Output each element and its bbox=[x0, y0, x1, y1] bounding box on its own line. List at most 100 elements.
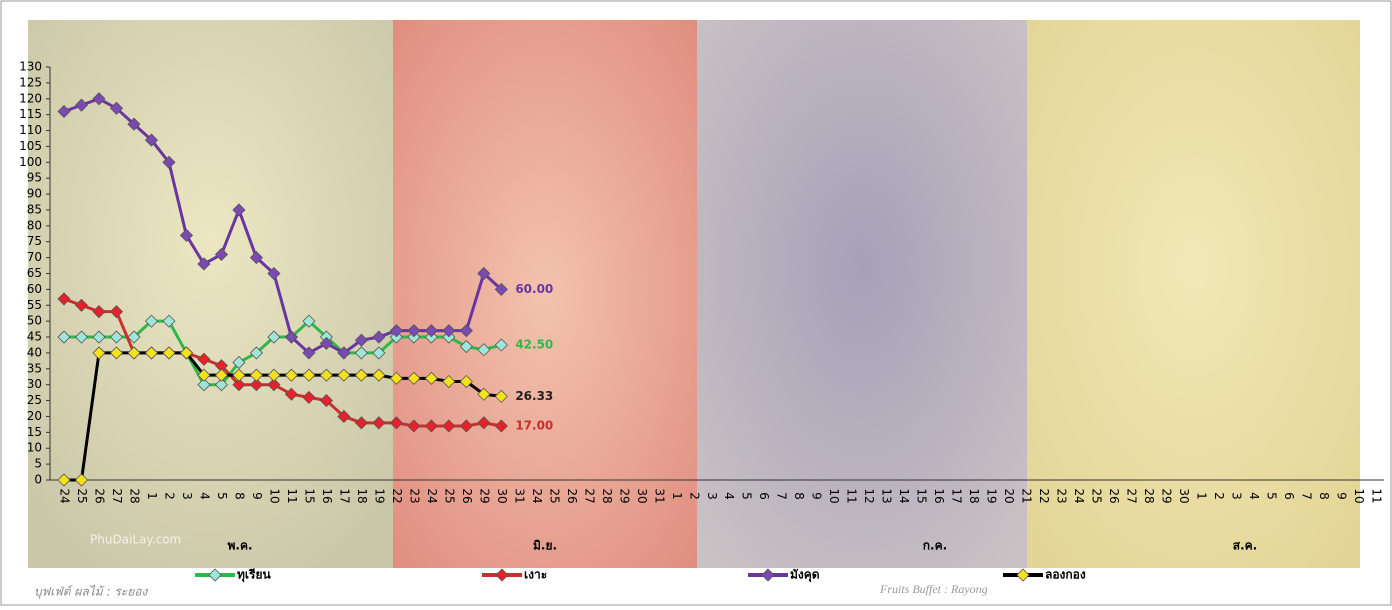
x-tick-label: 8 bbox=[1317, 492, 1331, 500]
point-marker bbox=[57, 104, 71, 119]
point-marker bbox=[232, 203, 246, 217]
point-marker bbox=[92, 346, 106, 360]
point-marker bbox=[74, 98, 89, 112]
point-marker bbox=[284, 387, 298, 401]
x-tick-label: 7 bbox=[775, 492, 789, 500]
x-tick-label: 23 bbox=[1055, 488, 1069, 503]
y-tick-label: 75 bbox=[27, 234, 42, 248]
point-marker bbox=[284, 330, 298, 344]
x-tick-label: 5 bbox=[740, 492, 754, 500]
legend-label: ลองกอง bbox=[1045, 568, 1086, 582]
point-marker bbox=[407, 419, 421, 433]
x-tick-label: 8 bbox=[792, 492, 806, 500]
y-tick-label: 40 bbox=[27, 345, 42, 359]
y-tick-label: 125 bbox=[19, 75, 42, 89]
point-marker bbox=[214, 368, 229, 382]
y-tick-label: 0 bbox=[34, 473, 42, 487]
x-tick-label: 22 bbox=[1037, 488, 1051, 503]
point-marker bbox=[92, 92, 106, 106]
x-tick-label: 4 bbox=[722, 492, 736, 500]
x-tick-label: 10 bbox=[267, 488, 281, 503]
x-tick-label: 31 bbox=[652, 488, 666, 503]
month-label: ส.ค. bbox=[1233, 539, 1257, 553]
watermark: Fruits Buffet : Rayong bbox=[879, 582, 988, 596]
bg-panel bbox=[1027, 20, 1360, 568]
x-tick-label: 12 bbox=[862, 488, 876, 503]
month-label: ก.ค. bbox=[923, 539, 947, 553]
y-tick-label: 80 bbox=[27, 218, 42, 232]
point-marker bbox=[424, 419, 438, 433]
x-tick-label: 25 bbox=[1090, 488, 1104, 503]
y-tick-label: 120 bbox=[19, 91, 42, 105]
x-tick-label: 17 bbox=[337, 488, 351, 503]
point-marker bbox=[249, 378, 263, 392]
x-tick-label: 10 bbox=[1352, 488, 1366, 503]
point-marker bbox=[337, 368, 351, 382]
legend-label: มังคุด bbox=[790, 568, 820, 583]
point-marker bbox=[74, 330, 89, 344]
x-tick-label: 24 bbox=[58, 488, 72, 503]
point-marker bbox=[249, 368, 263, 382]
point-marker bbox=[494, 389, 508, 403]
month-label: พ.ค. bbox=[227, 539, 252, 553]
point-marker bbox=[197, 352, 211, 366]
point-marker bbox=[232, 368, 246, 382]
point-marker bbox=[442, 324, 456, 338]
x-tick-label: 6 bbox=[1282, 492, 1296, 500]
point-marker bbox=[372, 416, 386, 430]
y-tick-label: 50 bbox=[27, 314, 42, 328]
point-marker bbox=[74, 298, 89, 312]
x-tick-label: 6 bbox=[757, 492, 771, 500]
point-marker bbox=[57, 473, 71, 487]
x-tick-label: 9 bbox=[810, 492, 824, 500]
x-tick-label: 28 bbox=[1142, 488, 1156, 503]
x-tick-label: 14 bbox=[897, 488, 911, 503]
point-marker bbox=[162, 155, 176, 169]
x-tick-label: 29 bbox=[477, 488, 491, 503]
bg-panel bbox=[697, 20, 1027, 568]
x-tick-label: 10 bbox=[827, 488, 841, 503]
x-tick-label: 8 bbox=[232, 492, 246, 500]
x-tick-label: 5 bbox=[215, 492, 229, 500]
x-tick-label: 16 bbox=[932, 488, 946, 503]
point-marker bbox=[477, 416, 491, 430]
point-marker bbox=[232, 378, 246, 392]
point-marker bbox=[459, 374, 473, 389]
x-tick-label: 1 bbox=[1195, 492, 1209, 500]
y-tick-label: 30 bbox=[27, 377, 42, 391]
end-label: 26.33 bbox=[515, 389, 553, 403]
point-marker bbox=[337, 346, 351, 360]
point-marker bbox=[477, 343, 491, 357]
bg-panel bbox=[393, 20, 697, 568]
x-tick-label: 7 bbox=[1300, 492, 1314, 500]
point-marker bbox=[109, 305, 124, 319]
x-tick-label: 29 bbox=[617, 488, 631, 503]
point-marker bbox=[162, 346, 176, 360]
x-tick-label: 28 bbox=[600, 488, 614, 503]
x-tick-label: 4 bbox=[197, 492, 211, 500]
point-marker bbox=[424, 324, 438, 338]
y-tick-label: 70 bbox=[27, 250, 42, 264]
point-marker bbox=[337, 409, 351, 424]
point-marker bbox=[407, 324, 421, 338]
x-tick-label: 9 bbox=[1335, 492, 1349, 500]
point-marker bbox=[249, 346, 263, 360]
point-marker bbox=[407, 371, 421, 385]
point-marker bbox=[284, 368, 298, 382]
x-tick-label: 9 bbox=[250, 492, 264, 500]
point-marker bbox=[477, 266, 491, 281]
y-tick-label: 60 bbox=[27, 282, 42, 296]
x-tick-label: 25 bbox=[442, 488, 456, 503]
x-tick-label: 5 bbox=[1265, 492, 1279, 500]
point-marker bbox=[267, 368, 281, 382]
point-marker bbox=[319, 368, 333, 382]
x-tick-label: 17 bbox=[950, 488, 964, 503]
x-tick-label: 24 bbox=[425, 488, 439, 503]
point-marker bbox=[494, 282, 508, 296]
y-tick-label: 45 bbox=[27, 330, 42, 344]
point-marker bbox=[372, 368, 386, 382]
x-tick-label: 23 bbox=[407, 488, 421, 503]
x-tick-label: 27 bbox=[110, 488, 124, 503]
point-marker bbox=[162, 314, 176, 328]
x-tick-label: 19 bbox=[985, 488, 999, 503]
